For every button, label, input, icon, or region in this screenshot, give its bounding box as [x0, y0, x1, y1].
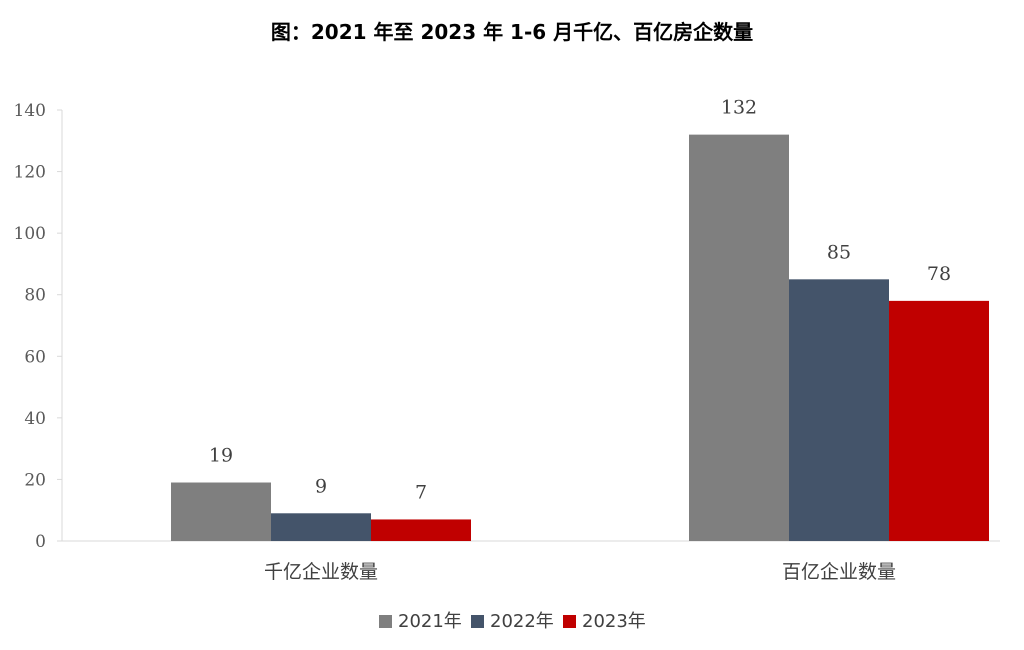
- data-label: 132: [721, 97, 757, 119]
- legend-swatch: [563, 615, 576, 628]
- y-tick-label: 60: [24, 347, 46, 367]
- data-label: 7: [415, 481, 427, 503]
- x-category-label: 千亿企业数量: [264, 561, 378, 583]
- y-tick-label: 40: [24, 409, 46, 429]
- y-tick-label: 120: [14, 163, 46, 183]
- data-labels: 19 132 9 85 7 78: [209, 97, 951, 504]
- bar: [689, 134, 789, 541]
- legend-swatch: [379, 615, 392, 628]
- legend-label: 2023年: [582, 611, 646, 632]
- data-label: 85: [827, 241, 851, 263]
- bars: [171, 134, 989, 541]
- legend-label: 2021年: [398, 611, 462, 632]
- y-tick-label: 0: [35, 532, 46, 552]
- bar: [271, 513, 371, 541]
- legend-label: 2022年: [490, 611, 554, 632]
- bar: [889, 300, 989, 541]
- data-label: 19: [209, 445, 233, 467]
- y-tick-label: 140: [14, 101, 46, 121]
- bar: [171, 482, 271, 541]
- data-label: 78: [927, 263, 951, 285]
- axes: 0 20 40 60 80 100 120 140 千亿企业数量 百亿企业数量: [14, 101, 1000, 583]
- bar: [371, 519, 471, 541]
- data-label: 9: [315, 475, 327, 497]
- y-tick-label: 20: [24, 470, 46, 490]
- x-category-label: 百亿企业数量: [782, 561, 896, 583]
- legend: 2021年 2022年 2023年: [379, 611, 646, 632]
- legend-swatch: [471, 615, 484, 628]
- y-tick-label: 100: [14, 224, 46, 244]
- y-tick-label: 80: [24, 286, 46, 306]
- chart-title: 图：2021 年至 2023 年 1-6 月千亿、百亿房企数量: [270, 20, 754, 44]
- bar: [789, 279, 889, 541]
